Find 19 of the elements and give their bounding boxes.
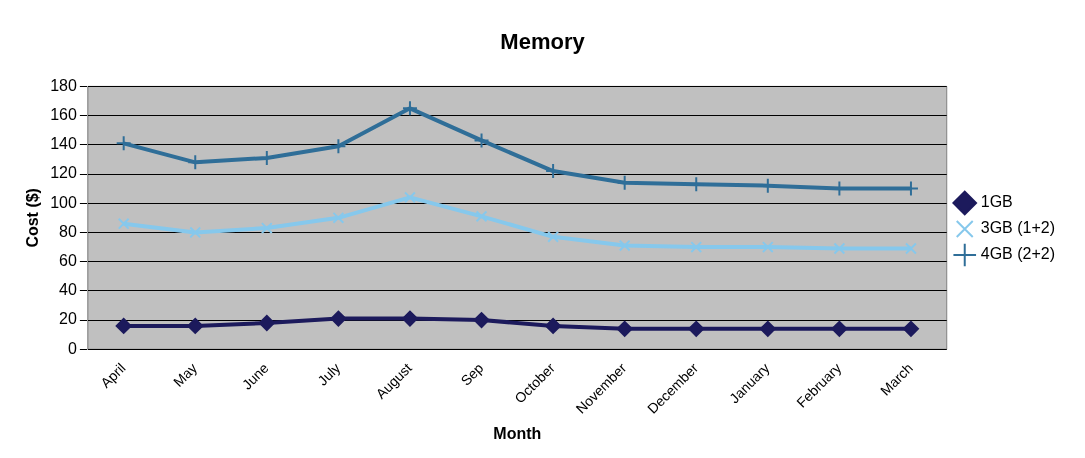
x-tick-label: May [170, 359, 201, 390]
y-tick-label: 20 [59, 310, 77, 328]
x-axis-title: Month [493, 424, 542, 442]
y-tick-label: 100 [50, 193, 77, 211]
y-tick-label: 40 [59, 281, 77, 299]
y-tick-label: 140 [50, 135, 77, 153]
chart-title: Memory [500, 29, 586, 55]
y-tick-label: 60 [59, 252, 77, 270]
x-tick-label: Sep [457, 359, 487, 389]
legend-label: 3GB (1+2) [980, 219, 1056, 237]
y-tick-label: 180 [50, 76, 77, 94]
y-tick-label: 160 [50, 106, 77, 124]
y-tick-label: 0 [67, 339, 77, 357]
y-tick-label: 80 [59, 222, 77, 240]
y-tick-label: 120 [50, 164, 77, 182]
x-tick-label: July [314, 359, 344, 389]
legend-label: 1GB [980, 193, 1013, 211]
legend-label: 4GB (2+2) [980, 245, 1056, 263]
y-axis-title: Cost ($) [24, 188, 42, 248]
